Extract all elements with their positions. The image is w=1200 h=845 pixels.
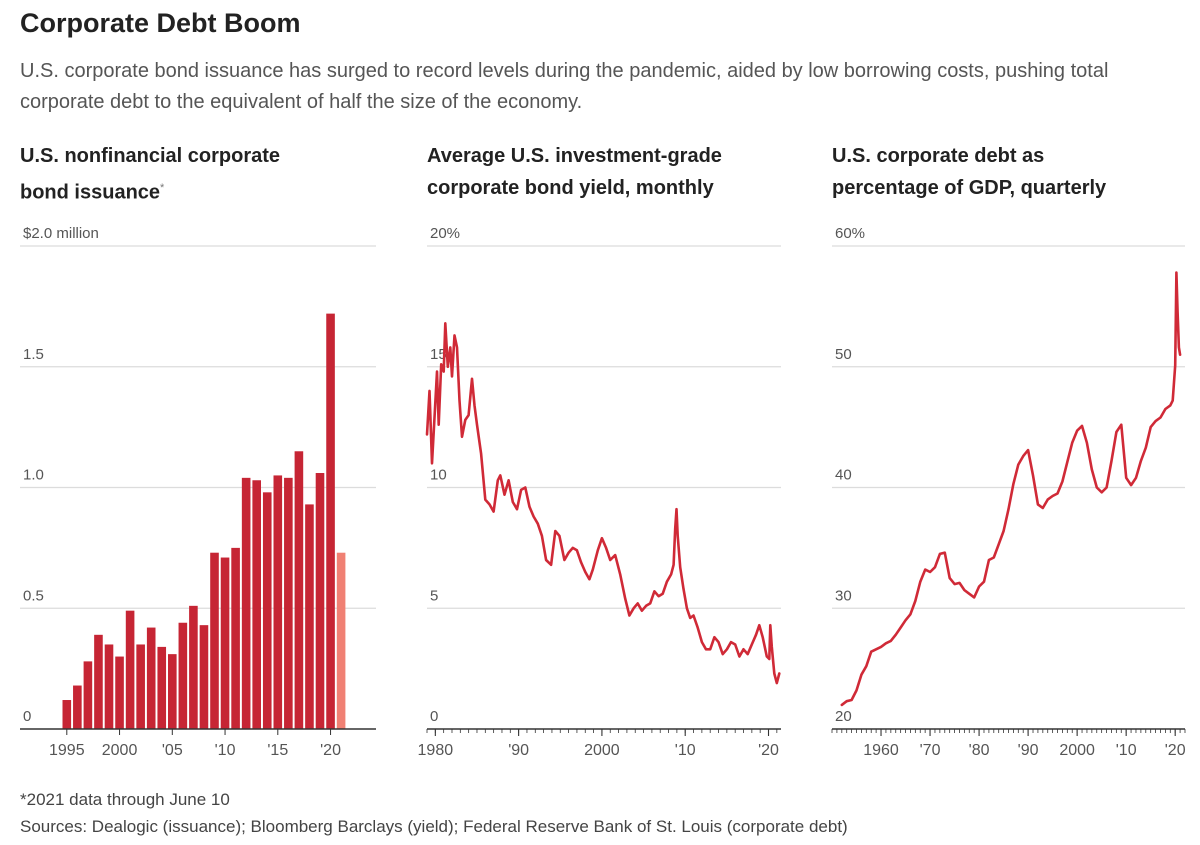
chart-1-title: U.S. nonfinancial corporate bond issuanc… — [20, 140, 280, 209]
bar-1998 — [94, 634, 103, 729]
x-tick-label: 2000 — [102, 742, 138, 759]
x-tick-label: '90 — [508, 742, 529, 759]
bar-2014 — [262, 492, 272, 729]
bar-2019 — [315, 473, 325, 729]
chart-2-title: Average U.S. investment-grade corporate … — [427, 140, 722, 204]
y-tick-label: 5 — [430, 587, 438, 604]
bar-2012 — [241, 477, 251, 729]
bar-2011 — [231, 547, 240, 729]
sources-note: Sources: Dealogic (issuance); Bloomberg … — [20, 817, 848, 836]
x-tick-label: '20 — [1165, 742, 1186, 759]
chart-2-title-line2: corporate bond yield, monthly — [427, 177, 714, 199]
bar-2010 — [220, 557, 230, 729]
x-tick-label: 1995 — [49, 742, 85, 759]
y-tick-label: 20 — [835, 708, 852, 725]
bar-2020 — [326, 313, 335, 729]
series-line — [840, 271, 1182, 707]
x-tick-label: '90 — [1018, 742, 1039, 759]
bar-2008 — [199, 625, 209, 729]
chart-1-title-marker: * — [160, 182, 165, 194]
bar-2006 — [178, 622, 188, 729]
x-tick-label: '10 — [215, 742, 236, 759]
bar-2004 — [157, 646, 167, 729]
bar-2021 — [336, 552, 346, 729]
y-tick-label: 1.0 — [23, 467, 44, 484]
page-subtitle: U.S. corporate bond issuance has surged … — [20, 60, 1109, 113]
chart-3-title: U.S. corporate debt as percentage of GDP… — [832, 140, 1106, 204]
x-tick-label: 1960 — [863, 742, 899, 759]
bar-2003 — [146, 627, 156, 729]
x-tick-label: '10 — [1116, 742, 1137, 759]
y-tick-label: 0 — [430, 708, 438, 725]
chart-1-title-line2: bond issuance — [20, 181, 161, 204]
x-tick-label: '20 — [758, 742, 779, 759]
bar-2015 — [273, 475, 283, 729]
x-tick-label: 2000 — [1059, 742, 1095, 759]
bar-2001 — [125, 610, 135, 729]
x-tick-label: '10 — [675, 742, 696, 759]
bar-2016 — [284, 477, 293, 729]
chart-1-title-line2-wrap: bond issuance* — [20, 172, 280, 209]
x-tick-label: '20 — [320, 742, 341, 759]
y-tick-label: 60% — [835, 225, 865, 242]
bar-1995 — [62, 700, 72, 729]
y-tick-label: 30 — [835, 587, 852, 604]
y-tick-label: 0.5 — [23, 587, 44, 604]
y-tick-label: 10 — [430, 467, 447, 484]
y-tick-label: 0 — [23, 708, 31, 725]
footnote: *2021 data through June 10 — [20, 790, 230, 809]
bar-1997 — [83, 661, 93, 729]
y-tick-label: 15 — [430, 346, 447, 363]
chart-3-title-line2: percentage of GDP, quarterly — [832, 177, 1107, 199]
bar-2000 — [115, 656, 124, 729]
chart-2-title-line1: Average U.S. investment-grade — [427, 145, 722, 167]
page-title: Corporate Debt Boom — [20, 8, 301, 38]
x-tick-label: '05 — [162, 742, 183, 759]
y-tick-label: 20% — [430, 225, 460, 242]
bar-2009 — [210, 552, 219, 729]
x-tick-label: 2000 — [584, 742, 620, 759]
x-tick-label: '80 — [969, 742, 990, 759]
chart-3-title-line1: U.S. corporate debt as — [832, 145, 1045, 167]
bar-1996 — [73, 685, 82, 729]
bar-2017 — [294, 451, 304, 729]
y-tick-label: 50 — [835, 346, 852, 363]
bar-2002 — [136, 644, 145, 729]
y-tick-label: $2.0 million — [23, 225, 99, 242]
x-tick-label: '70 — [920, 742, 941, 759]
series-line — [425, 321, 781, 685]
x-tick-label: 1980 — [418, 742, 454, 759]
y-tick-label: 1.5 — [23, 346, 44, 363]
chart-1-title-line1: U.S. nonfinancial corporate — [20, 145, 281, 167]
bar-2018 — [305, 504, 314, 729]
bar-2013 — [252, 480, 261, 729]
bar-1999 — [104, 644, 114, 729]
bar-2005 — [168, 654, 177, 729]
bar-2007 — [189, 605, 198, 729]
x-tick-label: '15 — [267, 742, 288, 759]
y-tick-label: 40 — [835, 467, 852, 484]
